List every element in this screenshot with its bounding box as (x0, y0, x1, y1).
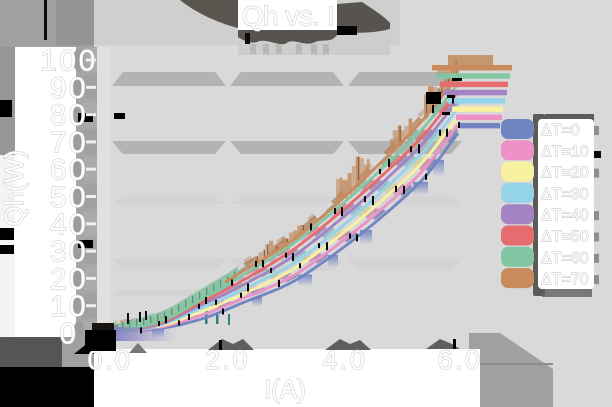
svg-text:60: 60 (50, 154, 88, 187)
svg-text:2.0: 2.0 (205, 345, 250, 375)
svg-text:20: 20 (50, 263, 88, 296)
svg-text:ΔT=10: ΔT=10 (541, 143, 589, 160)
svg-text:ΔT=40: ΔT=40 (541, 207, 589, 224)
svg-text:ΔT=60: ΔT=60 (541, 250, 589, 267)
svg-text:Qh(W): Qh(W) (0, 150, 29, 227)
svg-text:40: 40 (50, 208, 88, 241)
svg-text:ΔT=70: ΔT=70 (541, 271, 589, 288)
svg-text:I(A): I(A) (264, 374, 306, 404)
svg-text:ΔT=20: ΔT=20 (541, 165, 589, 182)
svg-text:ΔT=0: ΔT=0 (541, 122, 580, 139)
svg-text:6.0: 6.0 (437, 345, 482, 375)
svg-text:100: 100 (40, 45, 98, 78)
svg-text:Qh vs. I: Qh vs. I (242, 1, 334, 32)
svg-text:10: 10 (50, 290, 88, 323)
svg-text:ΔT=30: ΔT=30 (541, 186, 589, 203)
svg-text:70: 70 (50, 126, 88, 159)
svg-text:90: 90 (50, 72, 88, 105)
svg-text:4.0: 4.0 (322, 345, 367, 375)
svg-text:80: 80 (50, 99, 88, 132)
svg-text:0: 0 (59, 318, 78, 351)
svg-text:30: 30 (50, 236, 88, 269)
svg-text:ΔT=50: ΔT=50 (541, 229, 589, 246)
svg-text:50: 50 (50, 181, 88, 214)
